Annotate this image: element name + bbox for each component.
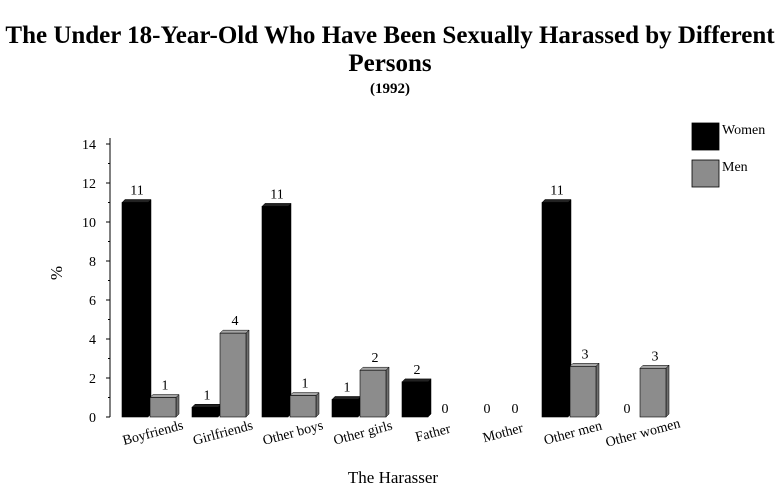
bar-men — [639, 367, 667, 418]
bar-side — [175, 393, 180, 418]
bar-women — [121, 202, 149, 418]
bar-top — [639, 365, 670, 369]
bar-top — [191, 404, 222, 408]
y-tick-label: 8 — [89, 255, 96, 270]
data-label: 0 — [512, 402, 519, 417]
bar-top — [401, 378, 432, 383]
x-category-label: Other girls — [332, 419, 394, 449]
x-category-label: Boyfriends — [121, 418, 185, 449]
data-label: 1 — [344, 380, 351, 395]
bar-top — [331, 396, 362, 400]
x-category-label: Other men — [542, 419, 603, 449]
bar-side — [595, 362, 600, 418]
bar-side — [147, 198, 152, 418]
chart-subtitle: (1992) — [370, 81, 410, 97]
bar-top — [289, 392, 320, 396]
bar-top — [121, 199, 152, 203]
y-tick-label: 10 — [82, 216, 96, 231]
bar-side — [665, 364, 670, 418]
bar-men — [219, 332, 247, 418]
bar-top — [541, 199, 572, 203]
y-tick-label: 0 — [89, 411, 96, 426]
data-label: 0 — [624, 402, 631, 417]
data-label: 0 — [442, 402, 449, 417]
legend-swatch-men — [691, 159, 720, 188]
data-label: 11 — [550, 184, 563, 199]
bar-side — [385, 366, 390, 418]
y-tick-label: 6 — [89, 294, 96, 309]
legend-label-men: Men — [722, 160, 748, 175]
data-label: 1 — [302, 377, 309, 392]
x-category-label: Other boys — [261, 418, 325, 448]
x-category-label: Mother — [481, 421, 525, 446]
bar-men — [289, 395, 317, 418]
x-axis-title: The Harasser — [348, 468, 438, 487]
bar-side — [315, 391, 320, 418]
bar-men — [359, 369, 387, 418]
bar-women — [401, 381, 429, 418]
x-category-label: Father — [414, 422, 453, 446]
bar-side — [245, 329, 250, 418]
bar-top — [569, 363, 600, 367]
bar-top — [219, 329, 250, 334]
data-label: 0 — [484, 402, 491, 417]
bar-top — [149, 394, 180, 398]
data-label: 2 — [372, 351, 379, 366]
y-tick-label: 4 — [89, 333, 96, 348]
bar-men — [149, 397, 177, 418]
bar-women — [541, 202, 569, 418]
data-label: 3 — [652, 349, 659, 364]
data-label: 4 — [232, 314, 239, 329]
bar-women — [191, 406, 219, 418]
bar-side — [287, 202, 292, 418]
title-block: The Under 18-Year-Old Who Have Been Sexu… — [0, 22, 780, 98]
data-label: 1 — [204, 388, 211, 403]
bar-women — [331, 399, 359, 418]
legend-label-women: Women — [722, 123, 765, 138]
bar-top — [359, 366, 390, 371]
y-tick-label: 12 — [82, 177, 96, 192]
chart-title: The Under 18-Year-Old Who Have Been Sexu… — [5, 22, 775, 77]
bar-women — [261, 206, 289, 418]
bar-men — [569, 365, 597, 418]
data-label: 11 — [270, 187, 283, 202]
x-category-label: Other women — [604, 416, 682, 450]
data-label: 3 — [582, 347, 589, 362]
data-label: 11 — [130, 184, 143, 199]
y-tick-label: 2 — [89, 372, 96, 387]
data-label: 2 — [414, 363, 421, 378]
y-axis-title: % — [47, 266, 66, 280]
x-category-label: Girlfriends — [191, 418, 254, 448]
legend-swatch-women — [691, 122, 720, 151]
y-tick-label: 14 — [82, 138, 96, 153]
data-label: 1 — [162, 379, 169, 394]
bar-side — [427, 378, 432, 418]
bar-top — [261, 203, 292, 207]
